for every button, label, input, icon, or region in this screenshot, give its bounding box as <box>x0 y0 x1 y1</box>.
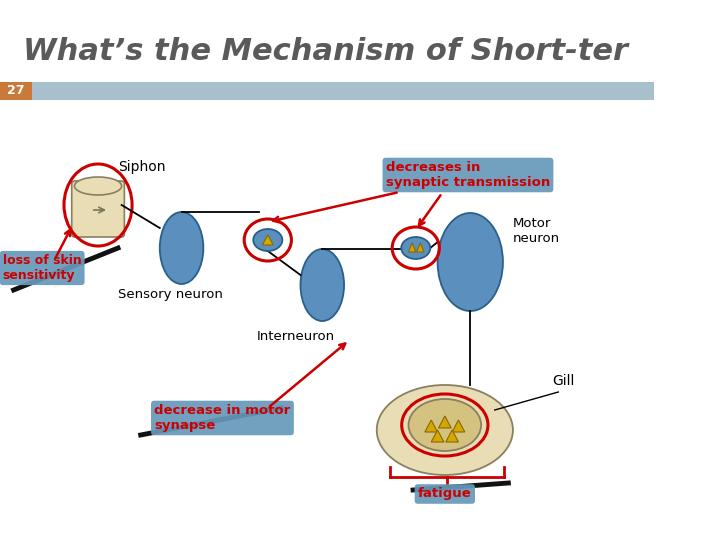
Polygon shape <box>417 243 424 252</box>
Polygon shape <box>446 430 459 442</box>
Text: loss of skin
sensitivity: loss of skin sensitivity <box>3 254 81 282</box>
Text: Sensory neuron: Sensory neuron <box>118 288 223 301</box>
Text: What’s the Mechanism of Short-ter: What’s the Mechanism of Short-ter <box>23 37 628 66</box>
FancyBboxPatch shape <box>72 181 125 237</box>
Text: decrease in motor
synapse: decrease in motor synapse <box>154 404 291 432</box>
Polygon shape <box>425 420 438 432</box>
Polygon shape <box>408 243 415 252</box>
Text: Gill: Gill <box>552 374 575 388</box>
Polygon shape <box>452 420 465 432</box>
Polygon shape <box>431 430 444 442</box>
Text: Motor
neuron: Motor neuron <box>513 217 560 245</box>
Ellipse shape <box>74 177 122 195</box>
Polygon shape <box>438 416 451 428</box>
Text: fatigue: fatigue <box>418 488 472 501</box>
FancyBboxPatch shape <box>32 82 654 100</box>
Text: decreases in
synaptic transmission: decreases in synaptic transmission <box>386 161 550 189</box>
Text: Interneuron: Interneuron <box>257 330 335 343</box>
Text: 27: 27 <box>6 84 24 98</box>
Ellipse shape <box>160 212 203 284</box>
Ellipse shape <box>253 229 282 251</box>
Ellipse shape <box>300 249 344 321</box>
Text: Siphon: Siphon <box>118 160 166 174</box>
Ellipse shape <box>438 213 503 311</box>
Polygon shape <box>262 235 274 245</box>
FancyBboxPatch shape <box>0 82 32 100</box>
Ellipse shape <box>377 385 513 475</box>
Ellipse shape <box>408 399 481 451</box>
Ellipse shape <box>401 237 431 259</box>
